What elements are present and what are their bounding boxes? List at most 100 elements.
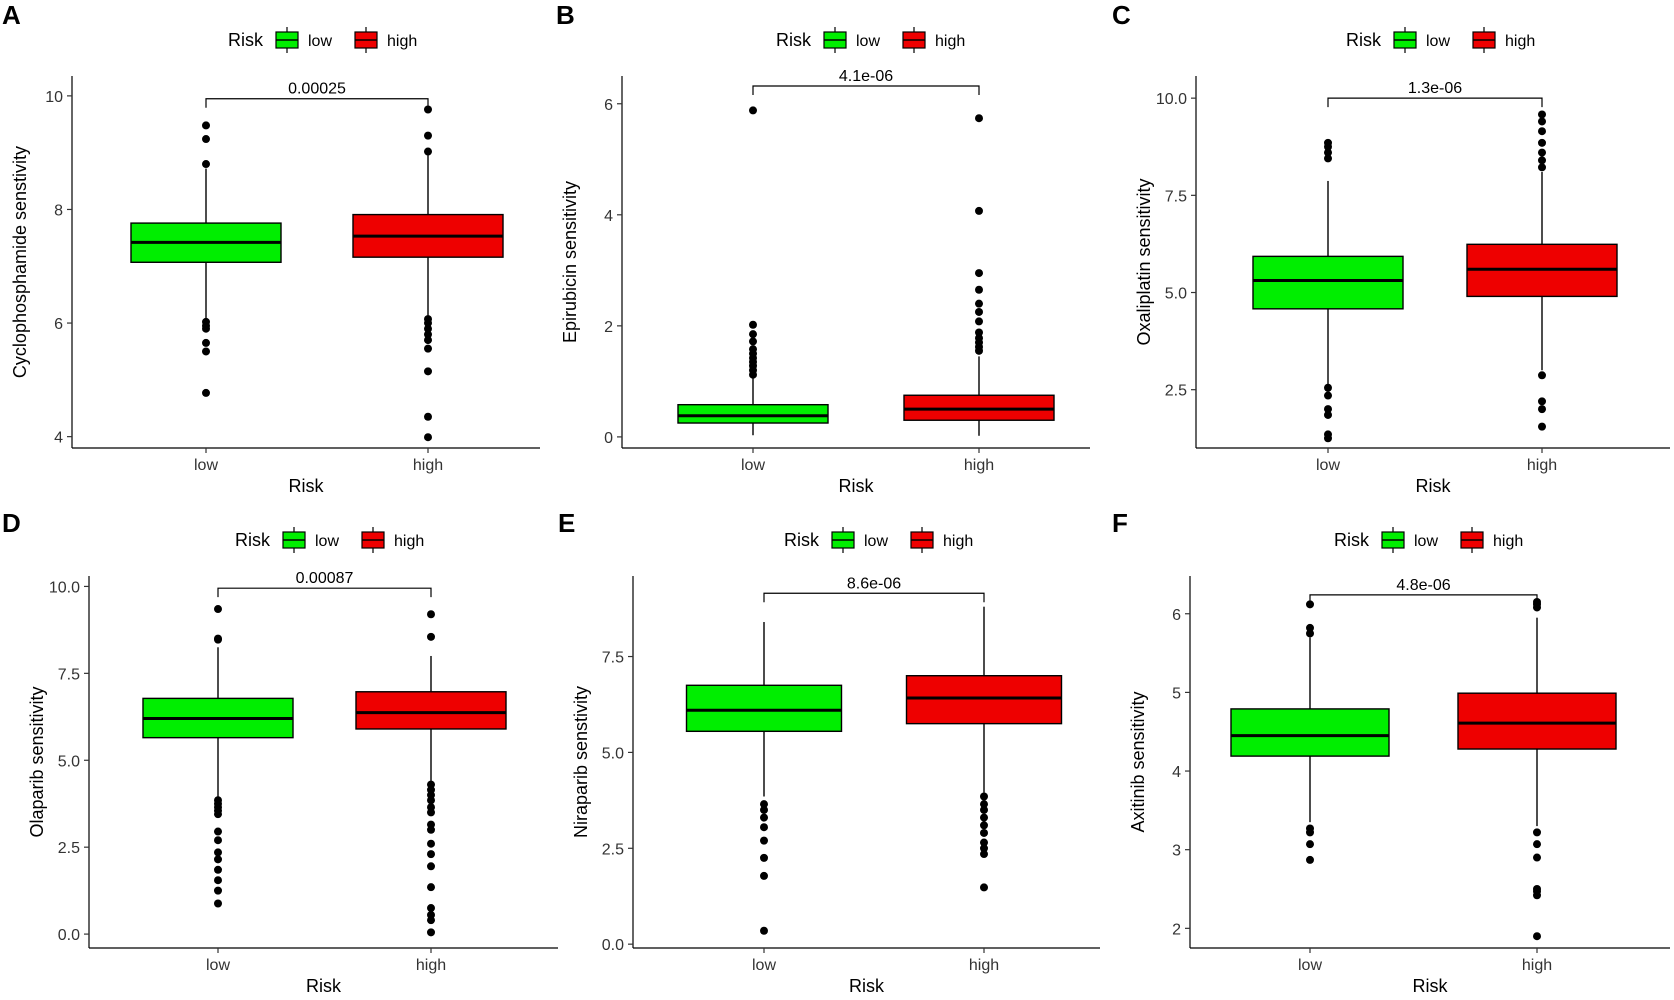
outlier-point — [424, 131, 432, 140]
outlier-point — [980, 792, 988, 801]
outlier-point — [1324, 383, 1332, 392]
legend-label-low: low — [864, 533, 888, 550]
outlier-point — [424, 105, 432, 114]
outlier-point — [202, 121, 210, 130]
significance-bracket — [205, 98, 429, 108]
panel-letter: D — [2, 508, 21, 538]
y-axis-title: Axitinib sensitivity — [1128, 691, 1148, 832]
y-tick-label: 7.5 — [602, 650, 624, 667]
p-value-label: 0.00025 — [288, 81, 346, 98]
outlier-point — [975, 114, 983, 123]
legend-label-high: high — [935, 33, 965, 50]
outlier-point — [760, 805, 768, 814]
outlier-point — [1538, 148, 1546, 157]
outlier-point — [760, 853, 768, 862]
outlier-point — [1538, 110, 1546, 119]
outlier-point — [975, 269, 983, 278]
outlier-point — [760, 836, 768, 845]
box-low — [1230, 708, 1390, 757]
legend-label-low: low — [1426, 33, 1450, 50]
outlier-point — [760, 871, 768, 880]
panel-letter: C — [1112, 0, 1131, 30]
outlier-point — [1533, 932, 1541, 941]
outlier-point — [749, 370, 757, 379]
outlier-point — [427, 796, 435, 805]
x-axis-title: Risk — [306, 976, 342, 996]
p-value-label: 8.6e-06 — [847, 575, 901, 592]
outlier-point — [214, 899, 222, 908]
panel-letter: A — [2, 0, 21, 30]
outlier-point — [1533, 828, 1541, 837]
y-tick-label: 2.5 — [1165, 383, 1187, 400]
y-tick-label: 0 — [604, 430, 613, 447]
significance-bracket — [752, 85, 980, 95]
p-value-label: 1.3e-06 — [1408, 80, 1462, 97]
legend-title: Risk — [228, 30, 264, 50]
outlier-point — [1324, 142, 1332, 151]
outlier-point — [214, 886, 222, 895]
y-tick-label: 10.0 — [49, 579, 80, 596]
outlier-point — [1306, 855, 1314, 864]
outlier-point — [202, 347, 210, 356]
outlier-point — [427, 928, 435, 937]
legend-label-high: high — [394, 533, 424, 550]
outlier-point — [980, 838, 988, 847]
x-tick-label: high — [1527, 457, 1557, 474]
outlier-point — [427, 825, 435, 834]
x-tick-label: low — [206, 957, 230, 974]
outlier-point — [214, 865, 222, 874]
panel-letter: B — [556, 0, 575, 30]
outlier-point — [427, 883, 435, 892]
y-tick-label: 5.0 — [1165, 286, 1187, 303]
outlier-point — [980, 821, 988, 830]
y-tick-label: 4 — [1172, 764, 1181, 781]
outlier-point — [1306, 840, 1314, 849]
outlier-point — [427, 916, 435, 925]
outlier-point — [975, 285, 983, 294]
outlier-point — [427, 850, 435, 859]
significance-bracket — [1327, 97, 1543, 108]
outlier-point — [749, 337, 757, 346]
significance-bracket — [217, 587, 432, 598]
x-tick-label: low — [1298, 957, 1322, 974]
outlier-point — [980, 844, 988, 853]
outlier-point — [424, 412, 432, 421]
x-tick-label: low — [194, 457, 218, 474]
outlier-point — [749, 320, 757, 329]
outlier-point — [1306, 623, 1314, 632]
p-value-label: 0.00087 — [296, 570, 354, 587]
outlier-point — [1306, 828, 1314, 837]
x-tick-label: low — [741, 457, 765, 474]
y-tick-label: 3 — [1172, 843, 1181, 860]
outlier-point — [749, 330, 757, 339]
outlier-point — [1324, 405, 1332, 414]
legend-label-low: low — [308, 33, 332, 50]
outlier-point — [1533, 853, 1541, 862]
y-tick-label: 7.5 — [58, 666, 80, 683]
x-tick-label: low — [1316, 457, 1340, 474]
outlier-point — [427, 862, 435, 871]
outlier-point — [427, 632, 435, 641]
y-tick-label: 7.5 — [1165, 188, 1187, 205]
outlier-point — [980, 805, 988, 814]
outlier-point — [980, 883, 988, 892]
outlier-point — [214, 635, 222, 644]
outlier-point — [424, 319, 432, 328]
outlier-point — [424, 147, 432, 156]
legend-label-high: high — [943, 533, 973, 550]
x-tick-label: high — [969, 957, 999, 974]
box-low — [1252, 255, 1404, 310]
outlier-point — [214, 855, 222, 864]
x-tick-label: high — [964, 457, 994, 474]
y-tick-label: 0.0 — [58, 927, 80, 944]
x-tick-label: high — [1522, 957, 1552, 974]
y-tick-label: 8 — [54, 202, 63, 219]
p-value-label: 4.8e-06 — [1396, 577, 1450, 594]
y-tick-label: 2.5 — [58, 840, 80, 857]
outlier-point — [1324, 434, 1332, 443]
x-axis-title: Risk — [1413, 976, 1449, 996]
box-low — [677, 403, 829, 424]
outlier-point — [1324, 148, 1332, 157]
panel-letter: E — [558, 508, 575, 538]
